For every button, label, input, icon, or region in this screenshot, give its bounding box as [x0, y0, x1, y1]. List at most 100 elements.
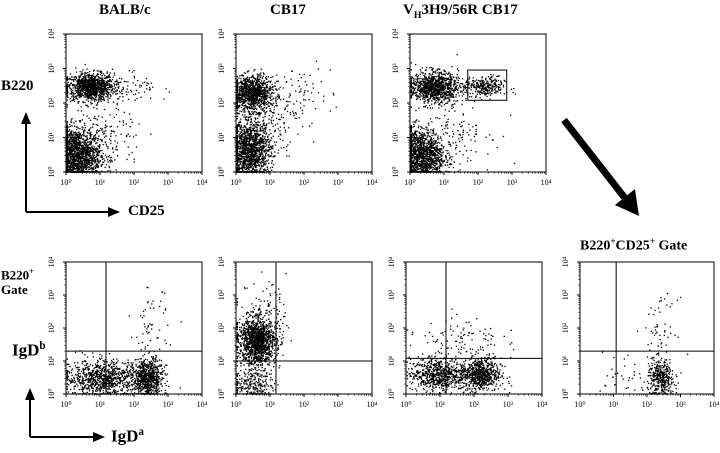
data-point: [83, 157, 85, 160]
data-point: [77, 85, 79, 87]
data-point: [103, 99, 105, 102]
data-point: [66, 168, 68, 170]
data-point: [148, 89, 150, 91]
data-point: [241, 104, 243, 107]
data-point: [76, 82, 79, 84]
data-point: [108, 86, 111, 88]
data-point: [242, 83, 244, 85]
data-point: [107, 147, 109, 150]
data-point: [260, 96, 263, 98]
data-point: [272, 89, 275, 91]
data-point: [94, 146, 96, 148]
data-point: [83, 92, 85, 94]
data-point: [70, 146, 72, 148]
data-point: [80, 106, 82, 108]
data-point: [146, 88, 148, 90]
data-point: [76, 147, 78, 150]
data-point: [94, 135, 96, 137]
data-point: [70, 144, 73, 147]
data-point: [91, 138, 93, 140]
data-point: [68, 148, 70, 151]
data-point: [83, 80, 85, 82]
data-point: [107, 161, 109, 163]
data-point: [242, 103, 244, 105]
data-point: [265, 145, 267, 147]
data-point: [238, 160, 240, 162]
data-point: [91, 157, 94, 159]
data-point: [121, 92, 124, 95]
data-point: [105, 89, 107, 91]
data-point: [86, 158, 88, 160]
data-point: [101, 139, 103, 141]
data-point: [107, 80, 109, 82]
data-point: [252, 83, 255, 85]
data-point: [89, 79, 91, 81]
data-point: [80, 157, 82, 159]
data-point: [239, 163, 241, 166]
data-point: [69, 125, 72, 128]
data-point: [280, 99, 282, 101]
data-point: [257, 83, 259, 85]
data-point: [271, 88, 273, 90]
data-point: [100, 80, 103, 82]
data-point: [94, 138, 96, 140]
data-point: [66, 126, 68, 128]
data-point: [96, 158, 99, 160]
data-point: [267, 91, 269, 94]
data-point: [73, 97, 75, 99]
data-point: [263, 107, 265, 109]
data-point: [75, 143, 77, 145]
data-point: [128, 70, 130, 72]
data-point: [87, 151, 89, 153]
data-point: [84, 101, 86, 104]
data-point: [66, 162, 68, 164]
data-point: [77, 154, 79, 156]
data-point: [80, 149, 82, 151]
data-point: [86, 153, 88, 156]
data-point: [101, 89, 104, 91]
data-point: [99, 160, 102, 162]
data-point: [79, 147, 81, 150]
data-point: [77, 127, 79, 129]
data-point: [99, 129, 101, 132]
data-point: [92, 73, 95, 75]
data-point: [98, 115, 100, 117]
data-point: [107, 87, 109, 89]
data-point: [113, 88, 116, 90]
data-point: [256, 155, 258, 157]
data-point: [112, 76, 114, 78]
data-point: [256, 104, 258, 106]
data-point: [68, 139, 70, 141]
data-point: [105, 96, 107, 98]
data-point: [82, 145, 84, 147]
data-point: [85, 155, 87, 157]
data-point: [71, 166, 73, 169]
data-point: [82, 150, 84, 152]
data-point: [79, 143, 81, 145]
data-point: [100, 154, 103, 157]
data-point: [77, 166, 80, 168]
data-point: [85, 167, 88, 169]
data-point: [70, 88, 72, 90]
data-point: [81, 144, 84, 146]
data-point: [85, 168, 87, 170]
data-point: [257, 112, 259, 114]
data-point: [261, 127, 264, 129]
data-point: [75, 154, 77, 156]
data-point: [91, 99, 93, 101]
data-point: [260, 91, 262, 93]
data-point: [93, 75, 95, 77]
data-point: [254, 107, 256, 109]
data-point: [275, 102, 277, 104]
data-point: [122, 88, 125, 90]
data-point: [90, 93, 92, 95]
data-point: [81, 162, 83, 164]
data-point: [69, 162, 71, 164]
data-point: [113, 91, 115, 93]
data-point: [99, 93, 102, 95]
data-point: [73, 99, 75, 101]
data-point: [77, 80, 79, 82]
data-point: [71, 158, 73, 161]
data-point: [76, 144, 78, 146]
